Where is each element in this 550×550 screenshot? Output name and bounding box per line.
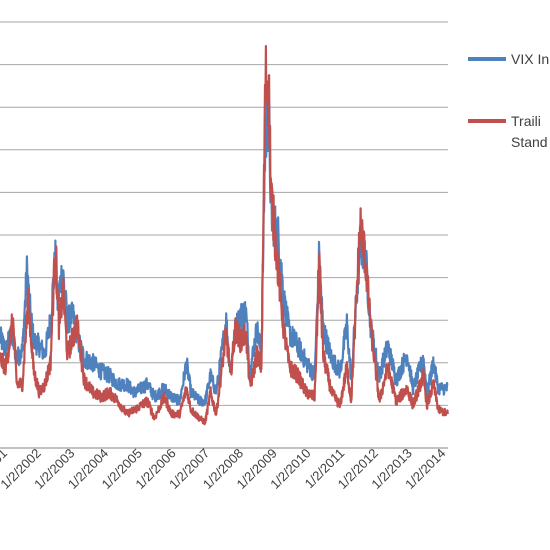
x-axis-tick-labels: 1/2/20011/2/20021/2/20031/2/20041/2/2005… [0, 446, 449, 492]
legend-label-trailing-line2: Stand [511, 134, 548, 150]
legend-label-vix: VIX In [511, 51, 549, 67]
legend-label-trailing: Traili [511, 113, 541, 129]
plot-area [0, 45, 450, 426]
series-line-trailing [0, 45, 450, 426]
legend: VIX In Traili Stand [468, 51, 549, 150]
